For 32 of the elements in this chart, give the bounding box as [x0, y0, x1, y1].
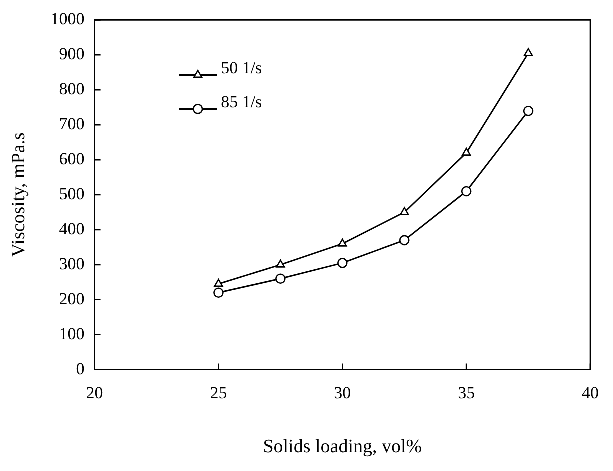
point — [399, 235, 410, 246]
x-tick-label: 40 — [582, 383, 599, 402]
y-tick-label: 100 — [59, 324, 85, 344]
point — [276, 274, 286, 284]
point — [338, 258, 348, 268]
x-tick-label: 20 — [86, 383, 104, 402]
point — [524, 48, 534, 56]
point — [461, 186, 472, 197]
x-tick-label: 25 — [210, 383, 228, 402]
point — [462, 148, 472, 156]
point — [400, 207, 410, 216]
legend-label: 50 1/s — [221, 58, 262, 78]
y-tick-label: 700 — [59, 114, 85, 134]
y-tick-label: 500 — [59, 184, 85, 204]
y-tick-label: 400 — [59, 219, 85, 238]
x-tick-label: 35 — [458, 383, 476, 402]
x-tick-label: 30 — [334, 383, 352, 402]
x-axis-title: Solids loading, vol% — [263, 436, 422, 458]
point — [523, 106, 534, 116]
point — [214, 288, 224, 298]
point — [214, 279, 224, 288]
y-tick-label: 200 — [59, 289, 85, 308]
y-tick-label: 300 — [59, 254, 85, 274]
point — [276, 260, 286, 268]
y-tick-label: 600 — [59, 150, 85, 169]
y-axis-title: Viscosity, mPa.s — [8, 132, 30, 258]
y-tick-label: 0 — [76, 359, 85, 378]
y-tick-label: 1000 — [50, 10, 85, 29]
legend-label: 85 1/s — [221, 92, 262, 112]
y-tick-label: 800 — [59, 80, 85, 99]
y-tick-label: 900 — [59, 44, 85, 64]
point — [338, 238, 348, 247]
